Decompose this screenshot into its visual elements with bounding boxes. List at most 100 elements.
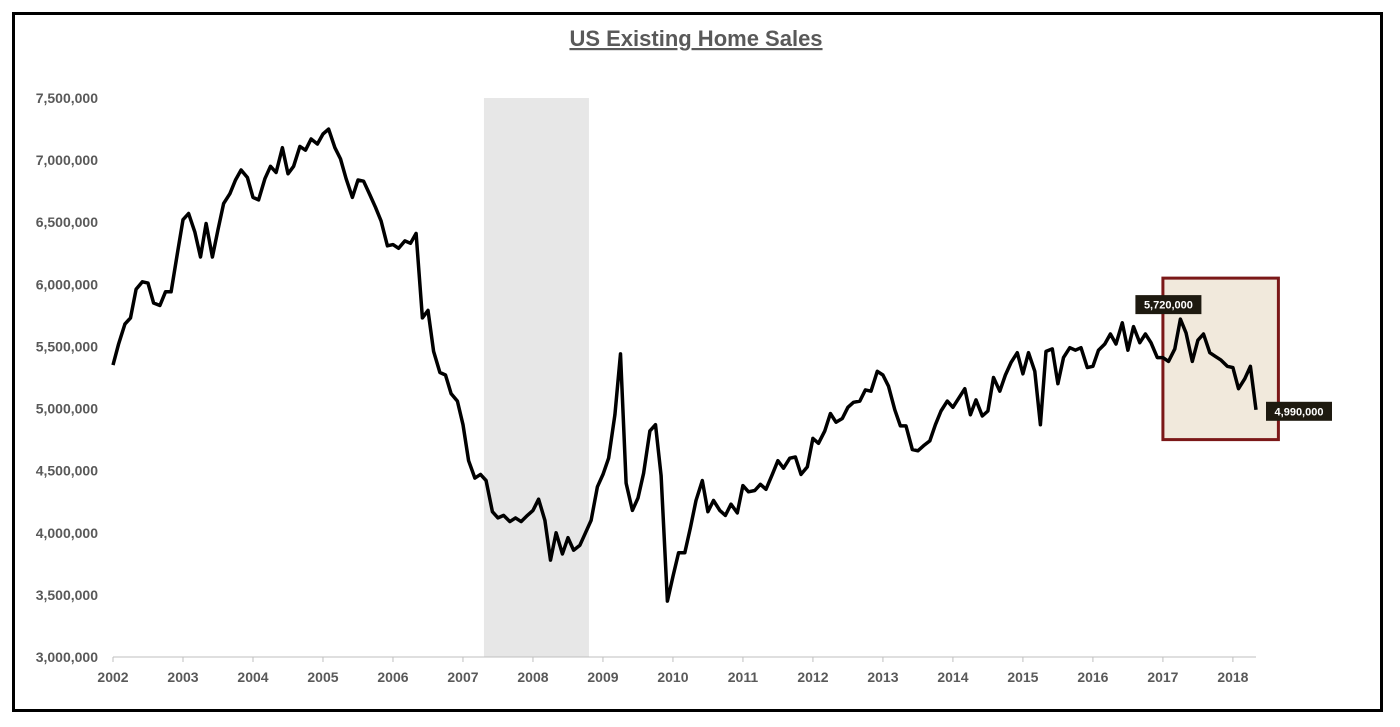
callout-box <box>1135 295 1202 315</box>
recession-shading <box>483 98 589 657</box>
data-point <box>141 280 144 283</box>
data-point <box>514 516 517 519</box>
data-point <box>607 457 610 460</box>
data-point <box>963 387 966 390</box>
x-tick-label: 2011 <box>728 669 759 685</box>
data-point <box>1179 318 1182 321</box>
data-point <box>1173 347 1176 350</box>
data-point <box>537 498 540 501</box>
x-tick-label: 2007 <box>447 669 478 685</box>
data-point <box>485 479 488 482</box>
data-point <box>1132 325 1135 328</box>
data-point <box>327 128 330 131</box>
y-tick-label: 6,500,000 <box>36 214 98 230</box>
callout-label: 4,990,000 <box>1275 406 1324 418</box>
data-point <box>1150 341 1153 344</box>
data-point <box>286 172 289 175</box>
data-point <box>450 392 453 395</box>
data-point <box>467 459 470 462</box>
data-point <box>730 503 733 506</box>
data-point <box>683 551 686 554</box>
data-point <box>852 401 855 404</box>
x-tick-label: 2018 <box>1217 669 1248 685</box>
data-point <box>234 178 237 181</box>
data-point <box>561 552 564 555</box>
data-point <box>846 406 849 409</box>
data-point <box>374 206 377 209</box>
data-point <box>1091 365 1094 368</box>
data-point <box>170 290 173 293</box>
data-point <box>747 490 750 493</box>
data-point <box>438 371 441 374</box>
chart-frame <box>12 12 1383 712</box>
data-point <box>1237 387 1240 390</box>
data-point <box>654 423 657 426</box>
data-point <box>911 448 914 451</box>
data-point <box>1231 366 1234 369</box>
data-point <box>164 290 167 293</box>
data-point <box>432 350 435 353</box>
x-axis: 2002 2003 2004 2005 2006 2007 2008 2009 2010 2011… <box>97 656 1256 685</box>
data-point <box>596 485 599 488</box>
data-point <box>841 417 844 420</box>
series-line <box>111 127 1258 603</box>
data-point <box>806 465 809 468</box>
data-point <box>356 178 359 181</box>
data-point <box>526 514 529 517</box>
data-point <box>1086 366 1089 369</box>
data-point <box>240 169 243 172</box>
data-point <box>444 374 447 377</box>
x-tick-label: 2015 <box>1007 669 1038 685</box>
data-point <box>829 412 832 415</box>
data-point <box>689 526 692 529</box>
data-point <box>712 499 715 502</box>
data-point <box>905 424 908 427</box>
data-point <box>397 247 400 250</box>
data-point <box>934 423 937 426</box>
data-point <box>1027 351 1030 354</box>
data-point <box>368 193 371 196</box>
data-point <box>135 288 138 291</box>
data-point <box>671 575 674 578</box>
data-point <box>1051 347 1054 350</box>
data-point <box>1196 339 1199 342</box>
data-point <box>251 196 254 199</box>
data-point <box>310 137 313 140</box>
data-point <box>648 429 651 432</box>
data-point <box>479 473 482 476</box>
x-tick-label: 2002 <box>97 669 128 685</box>
data-point <box>1249 365 1252 368</box>
data-point <box>782 467 785 470</box>
x-tick-label: 2003 <box>167 669 198 685</box>
data-point <box>199 256 202 259</box>
data-point <box>642 472 645 475</box>
data-point <box>461 423 464 426</box>
data-point <box>228 192 231 195</box>
data-point <box>1161 356 1164 359</box>
data-point <box>555 531 558 534</box>
data-point <box>426 309 429 312</box>
data-point <box>724 514 727 517</box>
data-point <box>876 370 879 373</box>
data-point <box>421 316 424 319</box>
data-point <box>403 239 406 242</box>
data-point <box>998 390 1001 393</box>
data-point <box>566 536 569 539</box>
data-point <box>473 477 476 480</box>
data-point <box>292 165 295 168</box>
data-point <box>864 388 867 391</box>
data-point <box>578 544 581 547</box>
data-point <box>922 444 925 447</box>
x-tick-label: 2008 <box>517 669 548 685</box>
data-point <box>333 146 336 149</box>
data-point <box>520 520 523 523</box>
data-point <box>957 397 960 400</box>
data-point <box>928 439 931 442</box>
x-tick-label: 2005 <box>307 669 338 685</box>
data-point <box>1045 350 1048 353</box>
data-point <box>129 316 132 319</box>
data-point <box>601 473 604 476</box>
data-point <box>339 157 342 160</box>
data-point <box>899 424 902 427</box>
